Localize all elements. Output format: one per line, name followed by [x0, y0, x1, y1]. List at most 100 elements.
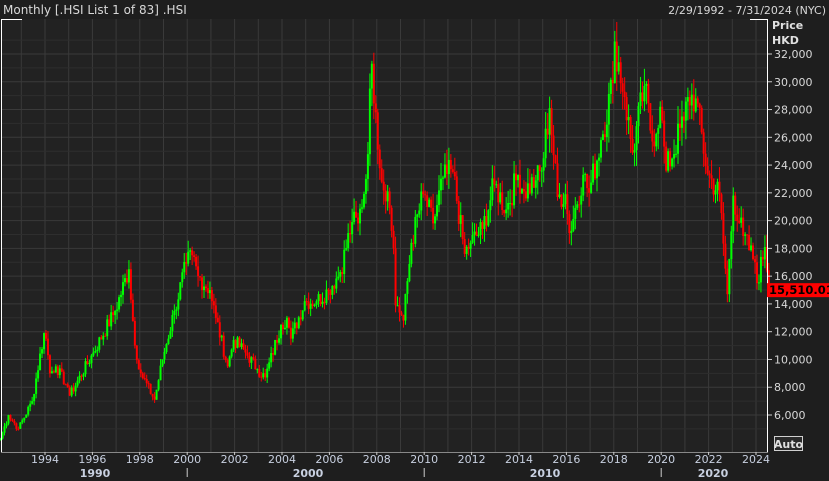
candle-body: [185, 261, 188, 264]
candle-body: [315, 301, 318, 305]
x-decade-label: 2010: [530, 467, 561, 477]
candle-body: [222, 335, 225, 357]
candle-body: [110, 312, 113, 327]
candle-body: [161, 359, 164, 366]
candle-body: [337, 276, 340, 279]
candle-body: [303, 301, 306, 311]
candle-body: [710, 175, 713, 179]
candle-body: [688, 97, 691, 106]
candle-body: [88, 363, 91, 365]
candle-body: [112, 312, 115, 316]
auto-button-label[interactable]: Auto: [774, 438, 804, 451]
candle-body: [1, 432, 4, 439]
candle-body: [305, 301, 308, 303]
candle-body: [467, 246, 470, 249]
candle-body: [534, 180, 537, 188]
candle-body: [368, 88, 371, 155]
candle-body: [276, 339, 279, 343]
candle-body: [262, 373, 265, 378]
candle-body: [560, 194, 563, 207]
candle-body: [260, 376, 263, 378]
candle-body: [159, 365, 162, 381]
candle-body: [127, 269, 130, 283]
candle-body: [418, 210, 421, 215]
candle-body: [740, 217, 743, 223]
x-tick-label: 2024: [742, 453, 770, 466]
y-tick-label: 18,000: [774, 242, 813, 255]
candle-body: [621, 83, 624, 92]
candle-body: [248, 355, 251, 363]
x-tick-label: 2008: [363, 453, 391, 466]
candle-body: [481, 222, 484, 229]
candle-body: [281, 324, 284, 330]
candle-body: [394, 248, 397, 306]
candle-body: [60, 368, 63, 372]
y-tick-label: 16,000: [774, 270, 813, 283]
candle-body: [663, 120, 666, 147]
candle-body: [62, 371, 65, 385]
y-tick-label: 24,000: [774, 159, 813, 172]
candle-body: [353, 211, 356, 223]
candle-body: [659, 106, 662, 129]
candle-body: [153, 396, 156, 400]
candle-body: [633, 150, 636, 153]
candle-body: [374, 103, 377, 113]
candle-body: [145, 378, 148, 384]
candle-body: [574, 207, 577, 219]
candle-body: [432, 207, 435, 224]
candle-body: [416, 214, 419, 217]
candle-body: [224, 356, 227, 361]
candle-body: [388, 191, 391, 208]
candle-body: [5, 423, 8, 427]
candle-body: [214, 305, 217, 318]
candle-body: [208, 290, 211, 294]
candle-body: [671, 158, 674, 167]
candle-body: [46, 338, 49, 356]
x-tick-label: 2006: [315, 453, 343, 466]
candle-body: [84, 361, 87, 375]
candle-body: [25, 414, 28, 418]
candle-body: [680, 116, 683, 128]
candle-body: [698, 103, 701, 108]
candle-body: [201, 277, 204, 291]
candle-body: [171, 315, 174, 332]
last-price-background: [767, 283, 829, 298]
candle-body: [669, 151, 672, 167]
candle-body: [68, 387, 71, 396]
auto-button-frame[interactable]: [774, 436, 803, 451]
candle-body: [438, 190, 441, 206]
candle-body: [135, 345, 138, 361]
candle-body: [524, 191, 527, 199]
candle-body: [143, 378, 146, 380]
candle-body: [489, 200, 492, 211]
candle-body: [720, 194, 723, 214]
candle-body: [445, 164, 448, 175]
candle-body: [716, 181, 719, 191]
candle-body: [285, 317, 288, 328]
candle-body: [341, 271, 344, 275]
auto-scale-button[interactable]: Auto: [774, 436, 804, 452]
candle-body: [578, 204, 581, 206]
candle-body: [441, 177, 444, 179]
candle-body: [544, 128, 547, 159]
candle-body: [471, 234, 474, 243]
candle-body: [175, 309, 178, 311]
candle-body: [291, 328, 294, 339]
x-tick-label: 2000: [173, 453, 201, 466]
candle-body: [370, 63, 373, 89]
y-tick-label: 20,000: [774, 215, 813, 228]
candle-body: [649, 103, 652, 131]
candle-body: [56, 366, 59, 376]
candle-body: [297, 317, 300, 329]
candle-body: [92, 352, 95, 356]
candle-body: [122, 282, 125, 295]
candle-body: [590, 182, 593, 193]
candle-body: [301, 310, 304, 320]
candle-body: [382, 181, 385, 191]
candle-body: [362, 193, 365, 208]
y-tick-label: 30,000: [774, 76, 813, 89]
candle-body: [540, 170, 543, 172]
candle-body: [526, 183, 529, 199]
candle-body: [722, 213, 725, 244]
candle-body: [364, 178, 367, 194]
